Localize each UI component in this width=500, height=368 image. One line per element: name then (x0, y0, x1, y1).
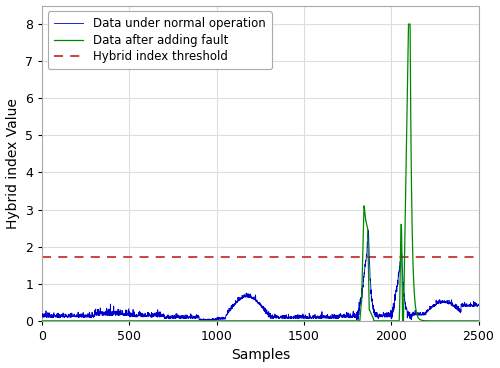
Data after adding fault (406, 22, 411, 26)
Data under normal operation (429, 305, 435, 310)
Data after adding fault (476, 319, 482, 323)
Line: Data under normal operation: Data under normal operation (42, 230, 478, 320)
Data under normal operation (394, 278, 400, 282)
Data after adding fault (39, 319, 45, 323)
X-axis label: Samples: Samples (230, 348, 290, 362)
Data under normal operation (412, 312, 418, 316)
Hybrid index threshold (40, 255, 46, 259)
Data after adding fault (282, 319, 288, 323)
Data under normal operation (476, 303, 482, 307)
Data under normal operation (282, 314, 288, 319)
Legend: Data under normal operation, Data after adding fault, Hybrid index threshold: Data under normal operation, Data after … (48, 11, 272, 69)
Line: Data after adding fault: Data after adding fault (42, 24, 478, 321)
Data after adding fault (412, 303, 418, 307)
Y-axis label: Hybrid index Value: Hybrid index Value (6, 98, 20, 229)
Hybrid index threshold (39, 255, 45, 259)
Data after adding fault (394, 319, 400, 323)
Data after adding fault (208, 319, 214, 323)
Data under normal operation (48, 315, 54, 319)
Data under normal operation (208, 318, 214, 322)
Data after adding fault (428, 319, 434, 323)
Data under normal operation (212, 318, 218, 322)
Data under normal operation (39, 315, 45, 319)
Data after adding fault (48, 319, 54, 323)
Data under normal operation (366, 228, 372, 232)
